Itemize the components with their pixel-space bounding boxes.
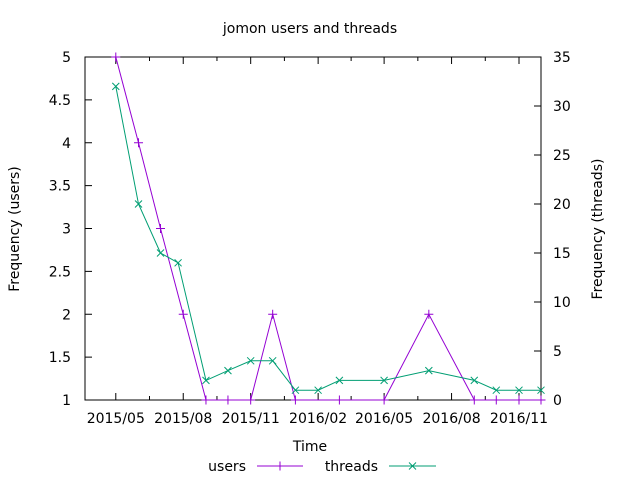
x-tick-label: 2016/05 xyxy=(355,411,413,427)
tick-labels: 1 1.5 2 2.5 3 3.5 4 4.5 5 0 5 10 15 20 25 30 35 2015/05 20… xyxy=(49,50,571,427)
data-point-users xyxy=(156,224,166,233)
left-y-tick-label: 4.5 xyxy=(49,93,71,109)
left-y-tick-label: 2 xyxy=(62,307,71,323)
left-y-tick-label: 4 xyxy=(62,136,71,152)
right-y-tick-label: 5 xyxy=(553,344,562,360)
data-point-threads xyxy=(268,356,277,365)
right-y-axis-title: Frequency (threads) xyxy=(590,159,606,300)
legend-item-users: users xyxy=(208,459,303,475)
chart-title: jomon users and threads xyxy=(222,21,397,37)
data-point-users xyxy=(334,395,344,405)
right-y-tick-label: 35 xyxy=(553,50,571,66)
right-y-tick-label: 0 xyxy=(553,393,562,409)
data-point-users xyxy=(379,395,389,405)
legend-label: threads xyxy=(325,459,378,475)
right-y-tick-label: 10 xyxy=(553,295,571,311)
x-tick-label: 2015/05 xyxy=(87,411,145,427)
data-point-threads xyxy=(134,200,143,208)
plot-frame xyxy=(84,56,542,401)
series-users xyxy=(111,52,546,405)
right-y-tick-label: 30 xyxy=(553,99,571,115)
data-point-threads xyxy=(156,249,165,257)
series-line-threads xyxy=(115,86,541,391)
data-point-users xyxy=(223,395,233,405)
data-point-threads xyxy=(537,386,545,395)
data-point-users xyxy=(424,309,434,319)
data-point-users xyxy=(514,395,524,405)
left-y-tick-label: 1 xyxy=(62,393,71,409)
data-point-users xyxy=(246,395,256,405)
legend-label: users xyxy=(208,459,246,475)
x-tick-label: 2016/08 xyxy=(422,411,480,427)
data-point-threads xyxy=(314,386,322,395)
data-point-users xyxy=(178,309,188,319)
legend-marker xyxy=(275,461,285,471)
right-y-tick-label: 15 xyxy=(553,246,571,262)
x-tick-label: 2016/02 xyxy=(289,411,347,427)
left-y-tick-label: 1.5 xyxy=(49,350,71,366)
right-y-tick-label: 25 xyxy=(553,148,571,164)
data-point-users xyxy=(111,52,121,62)
data-point-threads xyxy=(424,366,433,375)
x-axis-title: Time xyxy=(292,439,327,455)
data-point-threads xyxy=(202,376,210,385)
right-y-tick-label: 20 xyxy=(553,197,571,213)
series-layer xyxy=(111,52,546,405)
data-point-users xyxy=(134,138,144,148)
x-tick-label: 2015/08 xyxy=(154,411,212,427)
legend-item-threads: threads xyxy=(325,459,436,475)
data-point-threads xyxy=(492,386,501,395)
data-point-users xyxy=(491,395,501,405)
left-y-tick-label: 3 xyxy=(62,222,71,238)
data-point-threads xyxy=(174,258,182,267)
data-point-threads xyxy=(224,366,232,375)
data-point-users xyxy=(201,395,211,405)
left-y-axis-title: Frequency (users) xyxy=(7,166,23,292)
data-point-threads xyxy=(291,386,300,395)
data-point-threads xyxy=(380,376,388,385)
legend: users threads xyxy=(208,459,436,475)
data-point-threads xyxy=(515,386,523,395)
data-point-users xyxy=(290,395,300,405)
tick-marks xyxy=(85,56,541,401)
x-tick-label: 2015/11 xyxy=(222,411,280,427)
left-y-tick-label: 3.5 xyxy=(49,179,71,195)
left-y-tick-label: 2.5 xyxy=(49,264,71,280)
data-point-threads xyxy=(470,376,479,385)
data-point-threads xyxy=(111,82,120,91)
data-point-users xyxy=(536,395,546,405)
data-point-users xyxy=(268,309,278,319)
data-point-users xyxy=(469,395,479,405)
data-point-threads xyxy=(335,376,344,385)
legend-marker xyxy=(408,462,417,470)
data-point-threads xyxy=(246,356,255,365)
series-threads xyxy=(111,82,545,395)
series-line-users xyxy=(115,56,541,401)
x-tick-label: 2016/11 xyxy=(490,411,548,427)
left-y-tick-label: 5 xyxy=(62,50,71,66)
